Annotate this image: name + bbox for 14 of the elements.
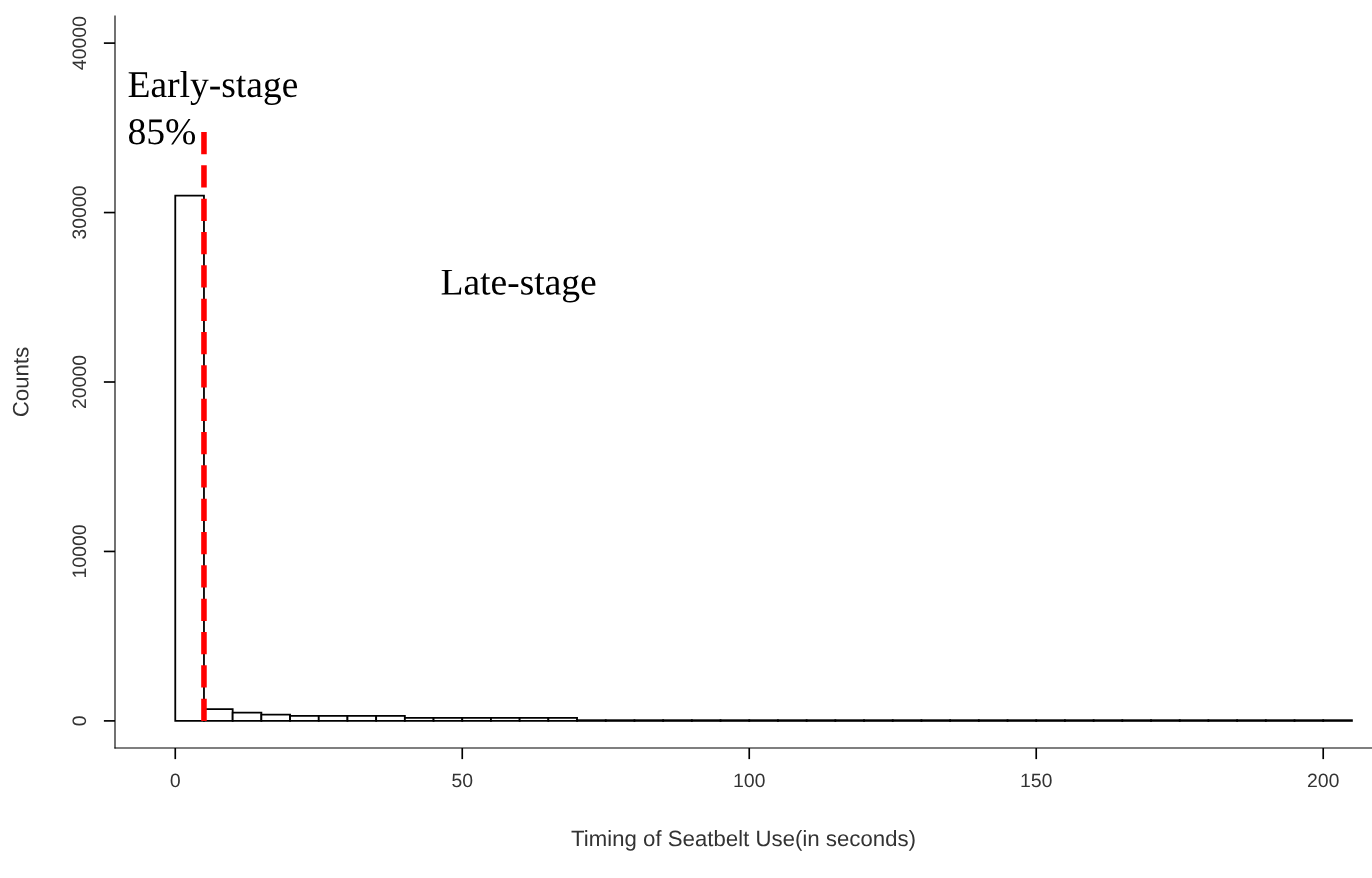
y-tick-label: 20000 xyxy=(72,355,87,409)
x-tick-label: 150 xyxy=(1021,773,1052,788)
x-tick-label: 50 xyxy=(452,773,473,788)
x-axis-title: Timing of Seatbelt Use(in seconds) xyxy=(571,830,915,851)
x-tick-label: 100 xyxy=(734,773,765,788)
y-tick-label: 30000 xyxy=(72,186,87,239)
y-tick-label: 10000 xyxy=(72,525,87,577)
annotation: Late-stage xyxy=(441,269,596,303)
annotation: Early-stage 85% xyxy=(128,70,298,145)
x-tick-label: 0 xyxy=(170,773,180,788)
y-tick-label: 0 xyxy=(72,716,87,726)
y-axis-title: Counts xyxy=(12,347,29,417)
y-tick-label: 40000 xyxy=(72,16,87,70)
x-tick-label: 200 xyxy=(1307,773,1339,788)
